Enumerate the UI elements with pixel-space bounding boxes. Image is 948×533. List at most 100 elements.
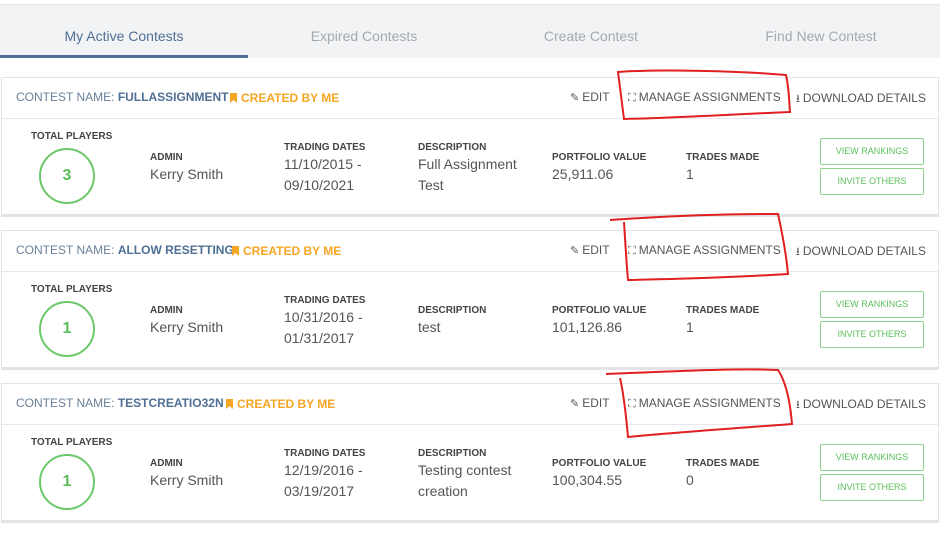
admin-value: Kerry Smith [150,319,224,335]
contest-name-value: FULLASSIGNMENT [117,90,229,104]
active-tab-indicator [0,55,248,58]
view-rankings-button[interactable]: VIEW RANKINGS [820,444,924,471]
tab-create-contest[interactable]: Create Contest [543,28,639,44]
created-by-me-label: CREATED BY ME [237,397,336,411]
download-details-label: DOWNLOAD DETAILS [802,91,926,105]
admin-value: Kerry Smith [150,472,224,488]
created-by-me-badge: CREATED BY ME [226,397,335,411]
binoculars-icon: ⛶ [628,398,636,410]
edit-label: EDIT [582,90,610,104]
admin-label: ADMIN [150,152,183,163]
tab-find-new-contest[interactable]: Find New Contest [765,28,877,44]
manage-assignments-link[interactable]: ⛶ MANAGE ASSIGNMENTS [628,90,781,105]
contest-tabs: My Active Contests Expired Contests Crea… [0,4,940,58]
trading-dates-end: 09/10/2021 [284,177,355,193]
edit-link[interactable]: ✎ EDIT [570,243,610,257]
description-line-2: Test [418,177,444,193]
download-icon: ⭳ [796,93,800,105]
binoculars-icon: ⛶ [628,245,636,257]
description-line-1: Full Assignment [418,156,517,172]
invite-others-button[interactable]: INVITE OTHERS [820,321,924,348]
contest-name-label: CONTEST NAME: [16,90,115,104]
pencil-icon: ✎ [570,92,580,104]
contest-card: CONTEST NAME: ALLOW RESETTING CREATED BY… [1,230,939,370]
view-rankings-button[interactable]: VIEW RANKINGS [820,138,924,165]
contest-card-header: CONTEST NAME: ALLOW RESETTING CREATED BY… [2,231,938,272]
trades-made-value: 0 [686,472,694,488]
edit-label: EDIT [582,396,610,410]
portfolio-value: 101,126.86 [552,319,623,335]
contest-card: CONTEST NAME: TESTCREATIO32N CREATED BY … [1,383,939,523]
description-label: DESCRIPTION [418,142,487,153]
tab-expired-contests[interactable]: Expired Contests [310,28,418,44]
view-rankings-button[interactable]: VIEW RANKINGS [820,291,924,318]
trades-made-value: 1 [686,319,694,335]
trades-made-label: TRADES MADE [686,305,760,316]
invite-others-button[interactable]: INVITE OTHERS [820,474,924,501]
download-details-link[interactable]: ⭳ DOWNLOAD DETAILS [796,396,926,415]
description-line-1: test [418,319,441,335]
manage-assignments-link[interactable]: ⛶ MANAGE ASSIGNMENTS [628,396,781,411]
trades-made-label: TRADES MADE [686,152,760,163]
contest-name-value: ALLOW RESETTING [117,243,234,257]
invite-others-button[interactable]: INVITE OTHERS [820,168,924,195]
portfolio-value-label: PORTFOLIO VALUE [552,305,647,316]
trading-dates-start: 11/10/2015 - [284,156,362,172]
download-details-label: DOWNLOAD DETAILS [802,244,926,258]
bookmark-icon [232,246,239,256]
total-players-label: TOTAL PLAYERS [31,437,113,448]
trades-made-value: 1 [686,166,694,182]
portfolio-value: 25,911.06 [552,166,614,182]
admin-label: ADMIN [150,458,183,469]
trading-dates-label: TRADING DATES [284,448,366,459]
manage-assignments-label: MANAGE ASSIGNMENTS [638,396,781,410]
contest-name-label: CONTEST NAME: [16,396,115,410]
bookmark-icon [226,399,233,409]
created-by-me-label: CREATED BY ME [241,91,340,105]
edit-label: EDIT [582,243,610,257]
trading-dates-start: 12/19/2016 - [284,462,363,478]
contest-name-value: TESTCREATIO32N [117,396,224,410]
download-details-label: DOWNLOAD DETAILS [802,397,926,411]
contest-name-label: CONTEST NAME: [16,243,115,257]
contest-card: CONTEST NAME: FULLASSIGNMENT CREATED BY … [1,77,939,217]
contest-name: CONTEST NAME: FULLASSIGNMENT [16,90,228,104]
description-label: DESCRIPTION [418,305,487,316]
edit-link[interactable]: ✎ EDIT [570,90,610,104]
portfolio-value: 100,304.55 [552,472,623,488]
download-icon: ⭳ [796,399,800,411]
description-line-2: creation [418,483,468,499]
total-players-label: TOTAL PLAYERS [31,284,113,295]
contest-card-header: CONTEST NAME: FULLASSIGNMENT CREATED BY … [2,78,938,119]
download-details-link[interactable]: ⭳ DOWNLOAD DETAILS [796,90,926,109]
total-players-value: 1 [39,301,95,357]
description-label: DESCRIPTION [418,448,487,459]
contest-name: CONTEST NAME: ALLOW RESETTING [16,243,234,257]
trading-dates-end: 03/19/2017 [284,483,355,499]
trading-dates-end: 01/31/2017 [284,330,355,346]
trading-dates-label: TRADING DATES [284,142,366,153]
download-icon: ⭳ [796,246,800,258]
created-by-me-label: CREATED BY ME [243,244,342,258]
admin-label: ADMIN [150,305,183,316]
total-players-value: 1 [39,454,95,510]
pencil-icon: ✎ [570,245,580,257]
bookmark-icon [230,93,237,103]
description-line-1: Testing contest [418,462,512,478]
created-by-me-badge: CREATED BY ME [232,244,341,258]
contest-name: CONTEST NAME: TESTCREATIO32N [16,396,224,410]
total-players-value: 3 [39,148,95,204]
manage-assignments-label: MANAGE ASSIGNMENTS [638,243,781,257]
portfolio-value-label: PORTFOLIO VALUE [552,152,647,163]
trading-dates-label: TRADING DATES [284,295,366,306]
trading-dates-start: 10/31/2016 - [284,309,363,325]
portfolio-value-label: PORTFOLIO VALUE [552,458,647,469]
edit-link[interactable]: ✎ EDIT [570,396,610,410]
tab-my-active-contests[interactable]: My Active Contests [64,28,184,44]
manage-assignments-link[interactable]: ⛶ MANAGE ASSIGNMENTS [628,243,781,258]
binoculars-icon: ⛶ [628,92,636,104]
contest-card-header: CONTEST NAME: TESTCREATIO32N CREATED BY … [2,384,938,425]
download-details-link[interactable]: ⭳ DOWNLOAD DETAILS [796,243,926,262]
total-players-label: TOTAL PLAYERS [31,131,113,142]
created-by-me-badge: CREATED BY ME [230,91,339,105]
